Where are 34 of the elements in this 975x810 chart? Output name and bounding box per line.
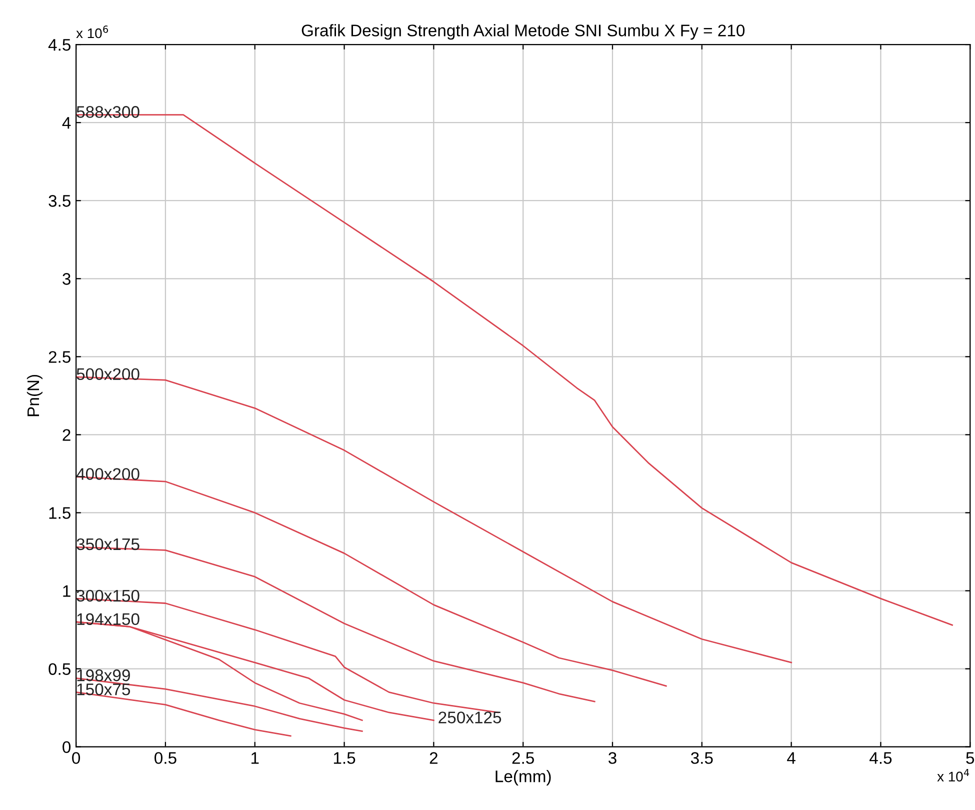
series-label: 150x75 [77,683,130,696]
series-label: 198x99 [77,669,130,682]
x-tick-label: 2 [430,752,438,764]
text: x 10$^{6}$ [76,26,108,38]
y-tick-label: 4.5 [48,39,70,51]
y-tick-label: 1 [63,585,70,597]
y-tick-label: 0 [62,741,71,754]
text: x 10$^{4}$ [937,768,970,782]
x-axis-title: Le(mm) [496,770,551,786]
y-axis-title: Pn(N) [26,374,42,416]
series-label: 300x150 [76,590,140,602]
y-tick-label: 3 [62,273,70,285]
x-tick-label: 0 [72,752,80,764]
y-tick-label: 0.5 [48,663,70,675]
y-tick-label: 2.5 [48,351,70,363]
x-tick-label: 3.5 [690,752,713,764]
x-tick-label: 4.5 [870,752,892,764]
x-tick-label: 0.5 [154,752,176,764]
series-label: 194x150 [77,613,140,626]
series-label: 400x200 [76,468,140,480]
y-tick-label: 2 [62,429,70,441]
x-tick-label: 2.5 [512,752,534,764]
x-tick-label: 1.5 [334,752,356,764]
x-tick-label: 5 [966,752,974,764]
y-tick-label: 3.5 [48,195,70,207]
y-tick-label: 4 [62,117,71,129]
y-tick-label: 1.5 [49,507,70,519]
chart-title: Grafik Design Strength Axial Metode SNI Sumbu X Fy = 210 [302,24,745,40]
x-tick-label: 4 [787,752,796,764]
series-label: 250x125 [438,712,502,724]
series-label: 500x200 [76,368,140,380]
series-label: 350x175 [76,538,140,550]
x-tick-label: 3 [608,752,616,764]
x-tick-label: 1 [252,752,259,764]
